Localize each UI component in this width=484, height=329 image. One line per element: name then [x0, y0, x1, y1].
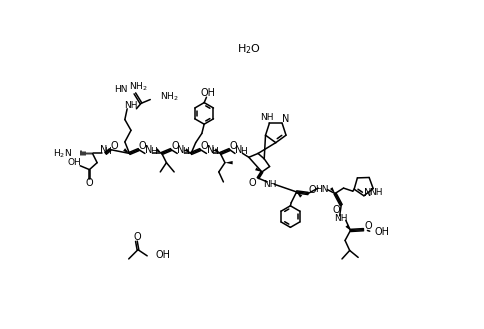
Text: N: N	[177, 144, 185, 155]
Text: NH: NH	[334, 214, 348, 223]
Text: N: N	[282, 114, 289, 124]
Polygon shape	[185, 148, 191, 153]
Text: HN: HN	[114, 85, 127, 94]
Text: NH: NH	[124, 101, 138, 110]
Text: N: N	[207, 144, 214, 155]
Text: O: O	[333, 205, 340, 215]
Text: O: O	[139, 141, 146, 151]
Text: OH: OH	[68, 158, 82, 167]
Text: N: N	[364, 189, 371, 198]
Text: NH: NH	[263, 180, 276, 189]
Text: O: O	[229, 141, 237, 151]
Text: O: O	[134, 232, 141, 241]
Text: HN: HN	[315, 185, 329, 194]
Text: OH: OH	[200, 88, 215, 98]
Text: N: N	[235, 144, 242, 155]
Text: H$_2$N: H$_2$N	[53, 147, 72, 160]
Polygon shape	[346, 225, 350, 230]
Text: OH: OH	[374, 227, 389, 237]
Polygon shape	[214, 148, 220, 153]
Polygon shape	[255, 167, 262, 172]
Text: O: O	[86, 178, 93, 189]
Polygon shape	[123, 148, 130, 153]
Text: N: N	[145, 144, 152, 155]
Text: H$_2$O: H$_2$O	[237, 42, 261, 56]
Text: H: H	[240, 147, 247, 156]
Text: O: O	[171, 141, 179, 151]
Text: N: N	[100, 144, 107, 155]
Text: O: O	[110, 141, 118, 151]
Text: H: H	[150, 147, 157, 156]
Polygon shape	[155, 148, 162, 153]
Text: O: O	[309, 186, 317, 195]
Polygon shape	[297, 192, 302, 198]
Polygon shape	[330, 187, 335, 193]
Text: OH: OH	[156, 250, 171, 260]
Text: H: H	[105, 147, 111, 156]
Text: O: O	[200, 141, 208, 151]
Polygon shape	[225, 161, 233, 164]
Text: NH$_2$: NH$_2$	[160, 91, 178, 104]
Text: O: O	[364, 221, 372, 231]
Text: O: O	[249, 178, 257, 188]
Text: H: H	[182, 147, 189, 156]
Text: NH: NH	[260, 113, 274, 122]
Text: NH: NH	[369, 188, 382, 197]
Text: NH$_2$: NH$_2$	[129, 81, 148, 93]
Text: H: H	[212, 147, 218, 156]
